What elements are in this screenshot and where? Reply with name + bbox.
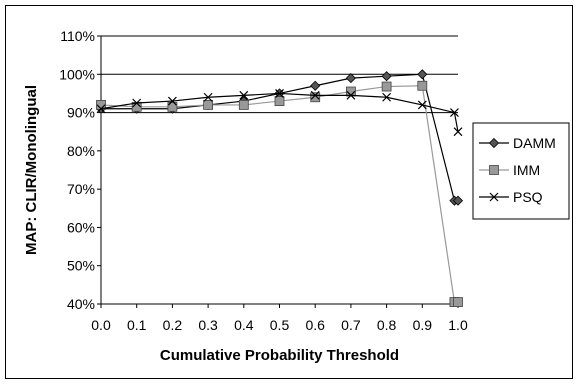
- y-tick-label: 110%: [60, 28, 95, 44]
- x-tick-label: 0.6: [305, 317, 325, 333]
- data-point-imm: [167, 101, 178, 112]
- legend-marker-imm: [489, 165, 499, 175]
- data-point-psq: [310, 90, 320, 100]
- data-point-psq: [450, 108, 459, 117]
- chart-frame: 40% 50% 60% 70% 80% 90% 100% 110% 0.0 0.1 0.2 0.3 0.…: [5, 5, 573, 379]
- data-point-imm: [310, 92, 321, 103]
- data-point-psq: [275, 89, 284, 98]
- legend-marker-psq: [489, 192, 499, 202]
- x-tick-label: 0.4: [234, 317, 254, 333]
- series-line-damm: [101, 73, 458, 202]
- data-point-psq: [382, 92, 392, 102]
- data-point-damm: [310, 80, 321, 91]
- x-tick-label: 0.8: [377, 317, 397, 333]
- data-point-imm: [274, 96, 285, 106]
- y-tick-label: 90%: [67, 105, 95, 121]
- data-point-imm: [238, 100, 249, 110]
- x-tick-label: 0.7: [341, 317, 361, 333]
- series-psq: [96, 89, 463, 137]
- data-point-psq: [132, 98, 142, 108]
- series-line-psq: [100, 92, 459, 132]
- legend-box: [472, 122, 570, 220]
- y-tick-label: 80%: [67, 143, 95, 159]
- data-point-imm: [417, 80, 428, 91]
- series-damm: [95, 69, 464, 206]
- legend: DAMM IMM PSQ: [472, 122, 570, 220]
- data-point-damm: [452, 195, 464, 206]
- legend-marker-damm: [488, 137, 500, 149]
- y-tick-label: 70%: [67, 181, 95, 197]
- x-tick-label: 0.0: [91, 317, 111, 333]
- series-line-imm: [100, 85, 458, 303]
- x-tick-label: 0.5: [270, 317, 290, 333]
- y-tick-label: 60%: [67, 219, 95, 235]
- data-point-psq: [203, 92, 213, 102]
- data-point-psq: [346, 90, 356, 100]
- data-point-damm: [345, 73, 356, 84]
- data-point-imm: [453, 297, 463, 307]
- legend-label-damm: DAMM: [513, 135, 556, 151]
- data-point-psq: [239, 90, 249, 100]
- y-tick-label: 100%: [59, 66, 95, 82]
- x-tick-label: 0.1: [127, 317, 147, 333]
- data-point-imm: [203, 100, 214, 110]
- x-tick-label: 0.3: [198, 317, 218, 333]
- x-tick-label: 0.2: [163, 317, 183, 333]
- data-point-psq: [417, 100, 427, 110]
- y-axis-title: MAP: CLIR/Monolingual: [23, 85, 40, 255]
- data-point-damm: [381, 71, 392, 82]
- data-point-damm: [417, 69, 428, 80]
- data-point-psq: [453, 127, 463, 137]
- legend-label-imm: IMM: [513, 162, 540, 178]
- legend-label-psq: PSQ: [513, 189, 543, 205]
- x-tick-label: 0.9: [413, 317, 433, 333]
- line-chart: 40% 50% 60% 70% 80% 90% 100% 110% 0.0 0.1 0.2 0.3 0.…: [23, 28, 570, 364]
- x-axis-title: Cumulative Probability Threshold: [160, 347, 399, 364]
- data-point-psq: [167, 96, 177, 106]
- y-tick-label: 40%: [67, 296, 95, 312]
- x-tick-label: 1.0: [448, 317, 468, 333]
- y-tick-label: 50%: [67, 258, 95, 274]
- series-imm: [96, 80, 463, 307]
- data-point-psq: [96, 104, 106, 114]
- data-point-imm: [381, 81, 392, 92]
